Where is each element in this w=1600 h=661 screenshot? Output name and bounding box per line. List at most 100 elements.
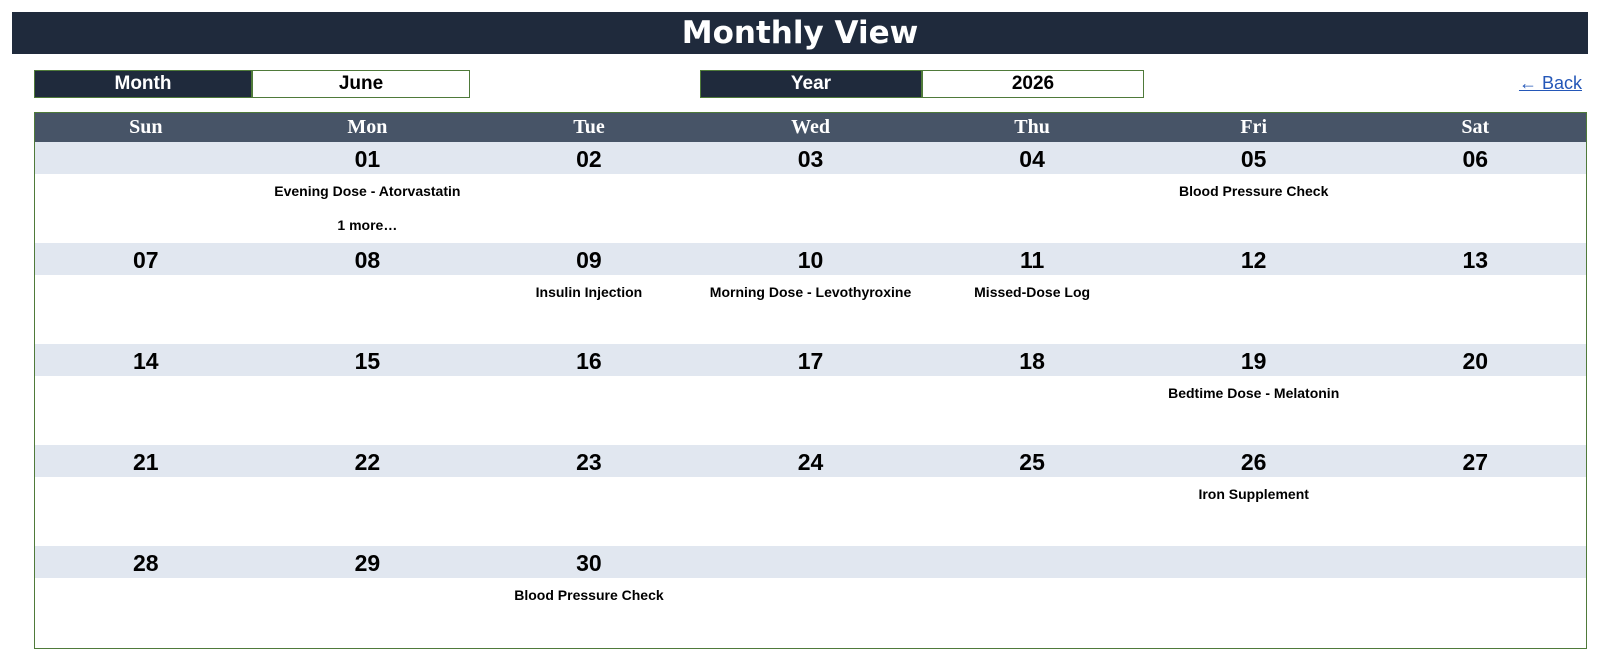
weekday-tue: Tue (573, 116, 605, 138)
day-cell[interactable] (1364, 578, 1586, 647)
calendar-event[interactable]: Missed-Dose Log (974, 284, 1091, 300)
year-label: Year (700, 70, 922, 98)
weekday-thu: Thu (1014, 116, 1050, 138)
week-events-row: Evening Dose - Atorvastatin 1 more… Blood … (35, 174, 1586, 243)
day-cell[interactable] (1364, 174, 1586, 243)
page-title: Monthly View (12, 12, 1588, 54)
day-cell[interactable] (1143, 578, 1365, 647)
week-events-row: Iron Supplement (35, 477, 1586, 546)
day-number (700, 546, 922, 578)
day-number[interactable]: 15 (354, 348, 381, 374)
day-number[interactable]: 25 (1019, 449, 1045, 475)
calendar-event[interactable]: Blood Pressure Check (514, 587, 664, 603)
day-number[interactable]: 06 (1462, 146, 1489, 172)
day-cell[interactable] (35, 174, 257, 243)
weekday-mon: Mon (347, 116, 388, 138)
day-number[interactable]: 14 (132, 348, 159, 374)
day-number[interactable]: 29 (354, 550, 381, 576)
day-cell[interactable] (1364, 477, 1586, 546)
day-cell[interactable] (478, 174, 700, 243)
day-cell[interactable] (921, 477, 1143, 546)
day-cell[interactable] (700, 578, 922, 647)
day-cell[interactable] (921, 578, 1143, 647)
more-events-link[interactable]: 1 more… (337, 217, 398, 233)
day-cell[interactable] (1364, 376, 1586, 445)
day-cell[interactable] (1143, 275, 1365, 344)
day-cell[interactable] (257, 275, 479, 344)
day-cell[interactable] (35, 578, 257, 647)
calendar-week: 14 15 16 17 18 19 20 Bedtime Dose - Melatonin (35, 344, 1586, 445)
day-number[interactable]: 18 (1019, 348, 1045, 374)
day-number[interactable]: 10 (797, 247, 824, 273)
week-date-row: 01 02 03 04 05 06 (35, 142, 1586, 174)
day-cell[interactable]: Evening Dose - Atorvastatin 1 more… (257, 174, 479, 243)
calendar-event[interactable]: Insulin Injection (535, 284, 643, 300)
day-cell[interactable] (700, 477, 922, 546)
day-number[interactable]: 12 (1240, 247, 1267, 273)
day-number[interactable]: 01 (354, 146, 381, 172)
day-number[interactable]: 09 (576, 247, 602, 273)
day-cell[interactable] (921, 174, 1143, 243)
calendar-event[interactable]: Blood Pressure Check (1178, 183, 1329, 199)
day-cell[interactable] (35, 376, 257, 445)
day-number[interactable]: 17 (797, 348, 824, 374)
day-cell[interactable] (257, 376, 479, 445)
day-number[interactable]: 28 (132, 550, 159, 576)
day-number (1143, 546, 1365, 578)
day-cell[interactable] (257, 578, 479, 647)
day-number[interactable]: 23 (576, 449, 602, 475)
day-cell[interactable]: Iron Supplement (1143, 477, 1365, 546)
day-number[interactable]: 19 (1240, 348, 1267, 374)
day-number[interactable]: 13 (1462, 247, 1489, 273)
day-cell[interactable] (700, 174, 922, 243)
day-number[interactable]: 05 (1240, 146, 1267, 172)
back-link[interactable]: ← Back (1518, 73, 1582, 93)
calendar-event[interactable]: Morning Dose - Levothyroxine (709, 284, 912, 300)
weekday-sat: Sat (1461, 116, 1490, 138)
day-cell[interactable] (921, 376, 1143, 445)
day-number[interactable]: 30 (576, 550, 602, 576)
day-number[interactable]: 03 (797, 146, 824, 172)
day-cell[interactable] (700, 376, 922, 445)
weekday-fri: Fri (1240, 116, 1267, 138)
day-number[interactable]: 16 (576, 348, 602, 374)
day-number[interactable]: 04 (1019, 146, 1045, 172)
calendar-grid: Sun Mon Tue Wed Thu Fri Sat 01 02 03 04 05 06… (34, 112, 1587, 649)
month-field[interactable]: June (252, 70, 470, 98)
day-cell[interactable]: Missed-Dose Log (921, 275, 1143, 344)
day-cell[interactable]: Bedtime Dose - Melatonin (1143, 376, 1365, 445)
day-cell[interactable] (257, 477, 479, 546)
calendar-event[interactable]: Iron Supplement (1198, 486, 1309, 502)
day-number[interactable]: 20 (1462, 348, 1489, 374)
week-events-row: Bedtime Dose - Melatonin (35, 376, 1586, 445)
day-number[interactable]: 27 (1462, 449, 1489, 475)
day-cell[interactable] (478, 477, 700, 546)
week-date-row: 28 29 30 (35, 546, 1586, 578)
day-cell[interactable]: Insulin Injection (478, 275, 700, 344)
day-cell[interactable] (1364, 275, 1586, 344)
day-cell[interactable]: Blood Pressure Check (478, 578, 700, 647)
day-number[interactable]: 24 (797, 449, 824, 475)
day-cell[interactable] (35, 477, 257, 546)
day-number[interactable]: 08 (354, 247, 381, 273)
week-events-row: Blood Pressure Check (35, 578, 1586, 647)
day-number[interactable]: 26 (1240, 449, 1267, 475)
calendar-week: 21 22 23 24 25 26 27 Iron Supplement (35, 445, 1586, 546)
day-cell[interactable] (35, 275, 257, 344)
calendar-event[interactable]: Bedtime Dose - Melatonin (1168, 385, 1340, 401)
month-label: Month (34, 70, 252, 98)
weekday-sun: Sun (129, 116, 163, 138)
weekday-wed: Wed (791, 116, 830, 138)
day-cell[interactable]: Morning Dose - Levothyroxine (700, 275, 922, 344)
day-number[interactable]: 21 (132, 449, 159, 475)
day-number[interactable]: 02 (576, 146, 602, 172)
day-cell[interactable]: Blood Pressure Check (1143, 174, 1365, 243)
day-number[interactable]: 22 (354, 449, 381, 475)
day-cell[interactable] (478, 376, 700, 445)
calendar-event[interactable]: Evening Dose - Atorvastatin (274, 183, 461, 199)
day-number[interactable]: 07 (132, 247, 159, 273)
calendar-week: 07 08 09 10 11 12 13 Insulin Injection Morning D… (35, 243, 1586, 344)
week-date-row: 07 08 09 10 11 12 13 (35, 243, 1586, 275)
year-field[interactable]: 2026 (922, 70, 1144, 98)
day-number[interactable]: 11 (1019, 247, 1045, 273)
